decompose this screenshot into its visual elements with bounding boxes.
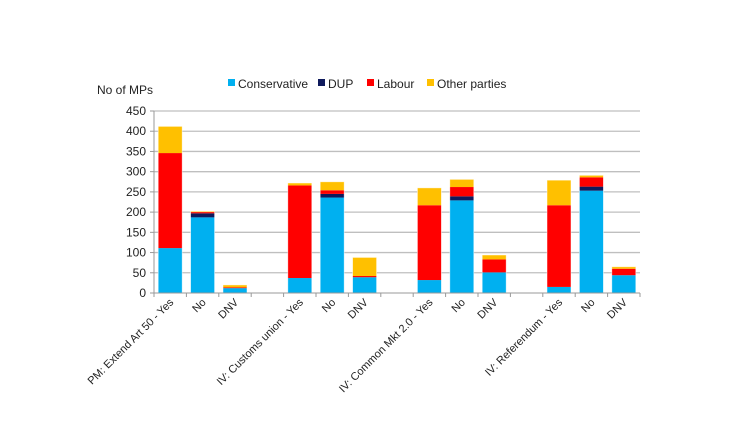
bar-segment-other-parties	[352, 257, 377, 277]
bar-segment-dup	[320, 193, 345, 198]
x-axis	[153, 111, 641, 297]
bar-segment-labour	[158, 153, 183, 249]
x-tick-label: PM: Extend Art 50 - Yes	[86, 296, 177, 387]
bar-segment-conservative	[547, 286, 571, 293]
y-tick-label: 300	[126, 165, 146, 179]
legend-label: DUP	[328, 77, 353, 91]
bar-segment-other-parties	[287, 182, 312, 186]
bar-segment-other-parties	[158, 126, 183, 154]
x-tick-label: DNV	[216, 296, 241, 321]
bar-segment-labour	[579, 177, 604, 187]
y-tick-label: 0	[139, 286, 146, 300]
y-tick-label: 450	[126, 104, 146, 118]
bar-segment-conservative	[611, 275, 636, 293]
y-tick-label: 200	[126, 205, 146, 219]
bar-segment-labour	[482, 259, 507, 273]
x-tick-label: DNV	[346, 296, 371, 321]
y-tick-label: 100	[126, 246, 146, 260]
x-tick-label: No	[190, 297, 208, 315]
bar-segment-labour	[320, 190, 345, 194]
x-tick-label: DNV	[605, 296, 630, 321]
bar-segment-labour	[287, 185, 312, 279]
bar-segment-labour	[417, 205, 442, 281]
legend-label: Labour	[377, 77, 414, 91]
bars	[157, 125, 637, 294]
bar-segment-other-parties	[449, 179, 474, 188]
bar-segment-labour	[352, 276, 377, 278]
bar-segment-conservative	[223, 288, 247, 293]
bar-segment-labour	[190, 212, 215, 214]
bar-segment-conservative	[417, 280, 442, 293]
bar-segment-labour	[611, 268, 636, 276]
bar-segment-other-parties	[190, 211, 215, 213]
bar-segment-other-parties	[417, 187, 442, 206]
y-axis-label: No of MPs	[97, 83, 153, 97]
bar-segment-other-parties	[482, 254, 507, 260]
bar-segment-labour	[547, 205, 571, 287]
y-axis-ticks: 0 50 100 150 200 250 300 350 400 450	[126, 104, 154, 300]
y-tick-label: 400	[126, 124, 146, 138]
bar-segment-dup	[449, 196, 474, 201]
bar-segment-dup	[579, 186, 604, 191]
legend: Conservative DUP Labour Other parties	[228, 77, 506, 91]
bar-segment-other-parties	[547, 180, 571, 206]
bar-segment-conservative	[579, 190, 604, 293]
x-tick-label: No	[579, 297, 597, 315]
legend-swatch	[367, 79, 374, 86]
legend-label: Conservative	[238, 77, 308, 91]
bar-segment-conservative	[287, 278, 312, 293]
bar-segment-dup	[190, 213, 215, 218]
y-tick-label: 150	[126, 225, 146, 239]
bar-segment-labour	[223, 287, 247, 289]
y-tick-label: 50	[133, 266, 147, 280]
legend-swatch	[318, 79, 325, 86]
legend-swatch	[228, 79, 235, 86]
bar-segment-conservative	[158, 248, 183, 293]
bar-segment-conservative	[190, 217, 215, 293]
x-tick-label: No	[320, 297, 338, 315]
x-tick-label: No	[449, 297, 467, 315]
bar-segment-conservative	[482, 272, 507, 293]
gridlines	[154, 110, 640, 274]
legend-swatch	[427, 79, 434, 86]
bar-segment-other-parties	[579, 175, 604, 178]
bar-segment-conservative	[320, 197, 345, 293]
legend-label: Other parties	[437, 77, 506, 91]
bar-segment-conservative	[449, 200, 474, 293]
bar-segment-labour	[449, 187, 474, 197]
bar-segment-other-parties	[320, 181, 345, 191]
bar-segment-other-parties	[611, 266, 636, 269]
x-tick-label: DNV	[475, 296, 500, 321]
y-tick-label: 250	[126, 185, 146, 199]
bar-segment-other-parties	[223, 284, 247, 288]
y-tick-label: 350	[126, 144, 146, 158]
bar-segment-conservative	[352, 277, 377, 293]
